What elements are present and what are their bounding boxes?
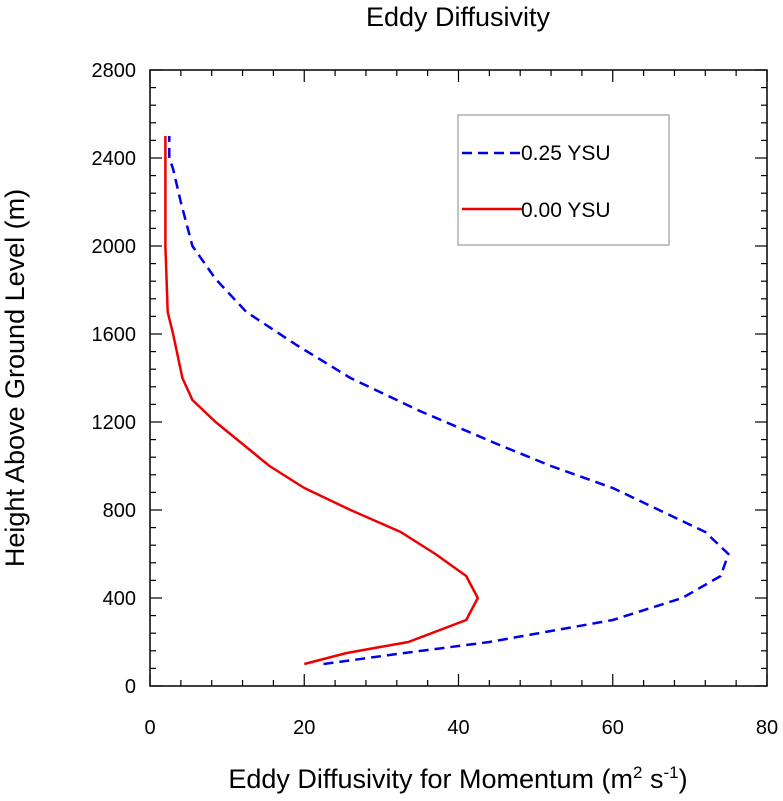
y-tick-label: 1200 xyxy=(92,412,137,434)
legend-label-0.25-ysu: 0.25 YSU xyxy=(521,142,611,165)
y-tick-label: 400 xyxy=(103,588,136,610)
y-tick-label: 1600 xyxy=(92,324,137,346)
legend-label-0.00-ysu: 0.00 YSU xyxy=(521,199,611,222)
chart-title: Eddy Diffusivity xyxy=(366,2,551,32)
x-tick-labels: 0 20 40 60 80 xyxy=(144,717,778,739)
y-tick-labels: 0 400 800 1200 1600 2000 2400 2800 xyxy=(92,60,137,698)
x-tick-label: 40 xyxy=(447,717,469,739)
x-tick-label: 20 xyxy=(293,717,315,739)
axis-ticks xyxy=(149,69,768,687)
legend-box xyxy=(457,114,670,246)
x-tick-label: 60 xyxy=(602,717,624,739)
series-lines xyxy=(164,136,730,666)
y-tick-label: 0 xyxy=(125,676,136,698)
x-axis-title: Eddy Diffusivity for Momentum (m2 s-1) xyxy=(228,763,687,794)
series-line-0.00-ysu xyxy=(164,136,480,666)
y-tick-label: 2800 xyxy=(92,60,137,82)
x-tick-label: 80 xyxy=(756,717,778,739)
y-tick-label: 800 xyxy=(103,500,136,522)
x-tick-label: 0 xyxy=(144,717,155,739)
series-line-0.25-ysu xyxy=(168,136,730,666)
y-tick-label: 2400 xyxy=(92,148,137,170)
y-axis-title: Height Above Ground Level (m) xyxy=(0,189,30,567)
legend: 0.25 YSU 0.00 YSU xyxy=(457,114,670,246)
y-tick-label: 2000 xyxy=(92,236,137,258)
